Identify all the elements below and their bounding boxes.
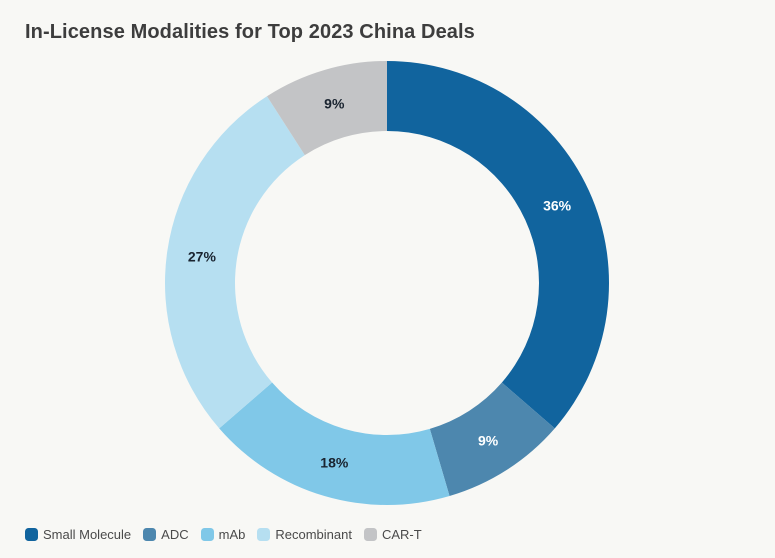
slice-label-mab: 18% xyxy=(320,454,349,470)
slice-label-adc: 9% xyxy=(478,432,499,448)
legend-item-car-t: CAR-T xyxy=(363,527,422,542)
chart-title: In-License Modalities for Top 2023 China… xyxy=(25,21,475,43)
donut-slice-small-molecule xyxy=(387,60,610,429)
donut-chart: 36% 9% 18% 27% 9% xyxy=(164,60,610,506)
legend-swatch-mab xyxy=(200,528,214,541)
chart-legend: Small Molecule ADC mAb Recombinant CAR-T xyxy=(25,527,422,542)
legend-item-adc: ADC xyxy=(143,527,189,542)
slice-label-car-t: 9% xyxy=(324,96,345,112)
legend-swatch-car-t xyxy=(363,528,377,541)
legend-item-mab: mAb xyxy=(200,527,246,542)
slice-label-small-molecule: 36% xyxy=(543,197,572,213)
donut-slice-recombinant xyxy=(164,96,305,429)
donut-slice-car-t xyxy=(266,61,387,156)
legend-swatch-adc xyxy=(143,528,157,541)
legend-label: mAb xyxy=(218,527,246,542)
legend-swatch-recombinant xyxy=(257,528,271,541)
legend-label: Recombinant xyxy=(275,527,352,542)
slice-label-recombinant: 27% xyxy=(188,248,217,264)
legend-label: CAR-T xyxy=(381,527,422,542)
donut-slice-adc xyxy=(429,382,555,497)
donut-slice-mab xyxy=(219,382,450,506)
legend-item-recombinant: Recombinant xyxy=(257,527,352,542)
legend-label: Small Molecule xyxy=(43,527,132,542)
legend-swatch-small-molecule xyxy=(25,528,38,541)
legend-label: ADC xyxy=(161,527,189,542)
legend-item-small-molecule: Small Molecule xyxy=(25,527,131,542)
